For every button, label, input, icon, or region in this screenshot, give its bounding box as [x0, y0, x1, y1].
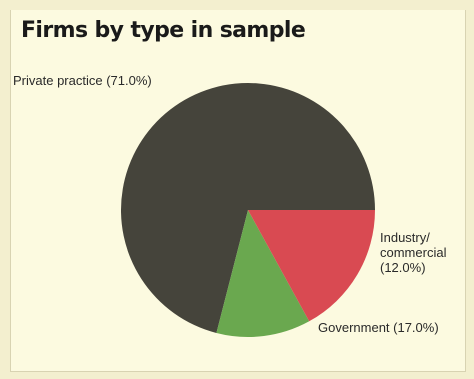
pie-chart: Private practice (71.0%) Industry/commerc… [13, 73, 447, 337]
slice-label-line: Government (17.0%) [318, 320, 439, 335]
slice-label-line: Private practice (71.0%) [13, 73, 152, 88]
slice-label: Government (17.0%) [318, 320, 439, 335]
pie-labels: Private practice (71.0%) Industry/commerc… [13, 73, 447, 335]
slice-label: Private practice (71.0%) [13, 73, 152, 88]
chart-panel: Firms by type in sample Private practice… [10, 10, 466, 372]
slice-label-line: commercial [380, 245, 447, 260]
slice-label: Industry/commercial (12.0%) [380, 230, 447, 275]
chart-title: Firms by type in sample [21, 18, 306, 43]
pie-slices [121, 83, 376, 337]
slice-label-line: Industry/ [380, 230, 430, 245]
pie-slice [121, 83, 376, 334]
slice-label-line: (12.0%) [380, 260, 426, 275]
pie-slice [216, 210, 310, 337]
pie-slice [248, 210, 375, 322]
